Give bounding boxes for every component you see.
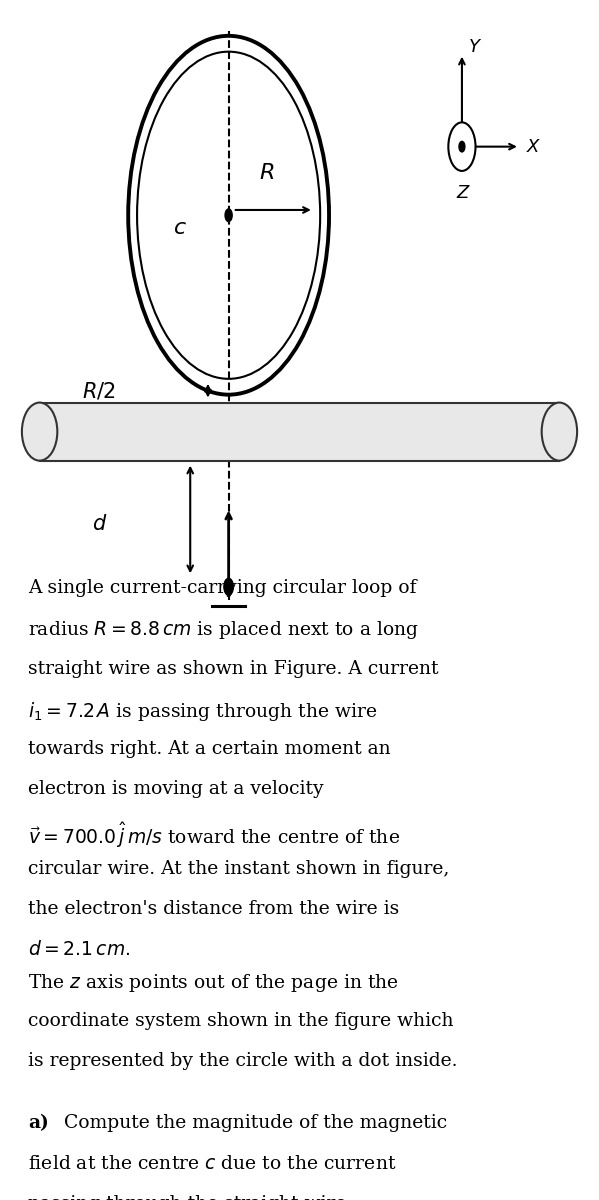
Text: passing through the straight wire.: passing through the straight wire. [28, 1195, 352, 1200]
Circle shape [225, 209, 232, 222]
Text: is represented by the circle with a dot inside.: is represented by the circle with a dot … [28, 1052, 457, 1070]
Text: $Z$: $Z$ [456, 184, 471, 202]
Text: $d = 2.1\,cm.$: $d = 2.1\,cm.$ [28, 941, 130, 959]
Circle shape [448, 122, 476, 170]
Circle shape [224, 578, 234, 595]
Bar [40, 402, 559, 461]
Text: straight wire as shown in Figure. A current: straight wire as shown in Figure. A curr… [28, 660, 438, 678]
Text: $X$: $X$ [526, 138, 541, 156]
Ellipse shape [541, 402, 577, 461]
Text: field at the centre $c$ due to the current: field at the centre $c$ due to the curre… [28, 1154, 397, 1172]
Text: towards right. At a certain moment an: towards right. At a certain moment an [28, 739, 391, 757]
Text: a): a) [28, 1115, 49, 1133]
Text: $c$: $c$ [173, 218, 187, 238]
Ellipse shape [22, 402, 58, 461]
Circle shape [459, 142, 465, 152]
Text: $Y$: $Y$ [468, 38, 482, 56]
Text: electron is moving at a velocity: electron is moving at a velocity [28, 780, 323, 798]
Text: $i_1$: $i_1$ [111, 406, 127, 430]
Text: radius $R = 8.8\,cm$ is placed next to a long: radius $R = 8.8\,cm$ is placed next to a… [28, 619, 419, 642]
Text: A single current-carrying circular loop of: A single current-carrying circular loop … [28, 580, 416, 598]
Text: Compute the magnitude of the magnetic: Compute the magnitude of the magnetic [65, 1115, 447, 1133]
Text: circular wire. At the instant shown in figure,: circular wire. At the instant shown in f… [28, 860, 449, 878]
Text: $i_1 = 7.2\,A$ is passing through the wire: $i_1 = 7.2\,A$ is passing through the wi… [28, 700, 377, 722]
Text: $R/2$: $R/2$ [83, 380, 116, 401]
Text: $R$: $R$ [259, 163, 275, 184]
Text: the electron's distance from the wire is: the electron's distance from the wire is [28, 900, 399, 918]
Text: $d$: $d$ [92, 514, 108, 534]
Bar [491, 1091, 574, 1160]
Text: coordinate system shown in the figure which: coordinate system shown in the figure wh… [28, 1012, 453, 1030]
Text: The $z$ axis points out of the page in the: The $z$ axis points out of the page in t… [28, 972, 399, 994]
Text: $\vec{v} = 700.0\,\hat{j}\,m/s$ toward the centre of the: $\vec{v} = 700.0\,\hat{j}\,m/s$ toward t… [28, 820, 400, 850]
